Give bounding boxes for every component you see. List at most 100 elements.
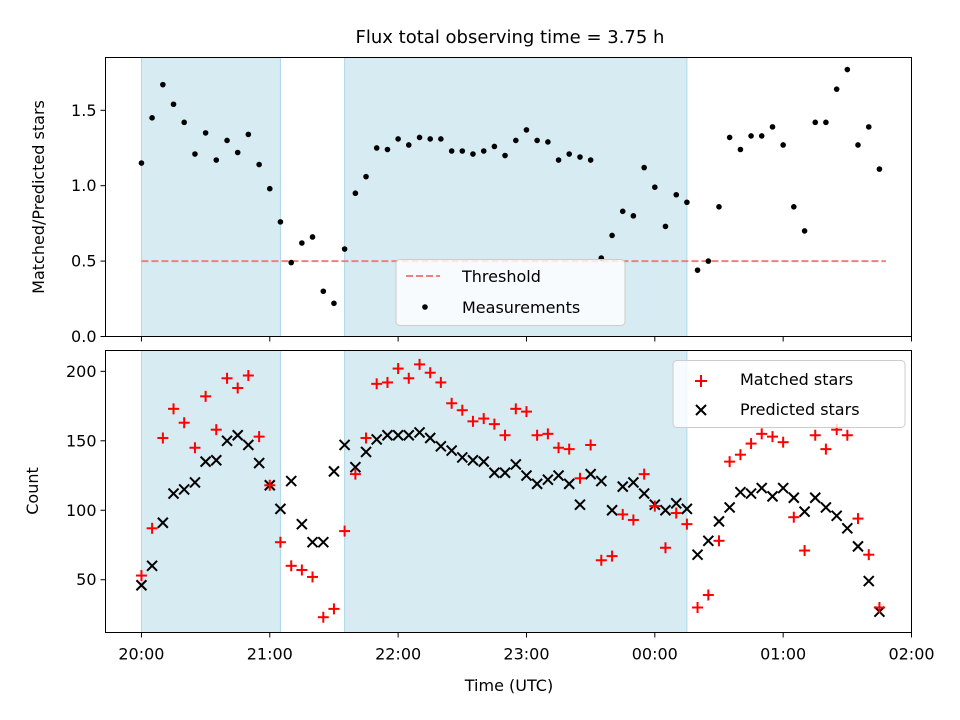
predicted-point [691, 548, 704, 561]
predicted-point [820, 501, 832, 514]
matched-point [478, 413, 490, 425]
predicted-point [552, 469, 565, 482]
x-tick-label: 02:00 [888, 645, 934, 664]
matched-point [585, 439, 597, 451]
measurement-point [801, 228, 808, 234]
bottom-x-ticks: 20:00 21:00 22:00 23:00 00:00 01:00 02:00 [118, 632, 935, 664]
measurement-point [427, 136, 434, 142]
matched-point [595, 554, 607, 566]
measurement-point [812, 119, 819, 126]
matched-point [296, 564, 308, 576]
measurement-point [662, 223, 669, 230]
legend-threshold-label: Threshold [461, 267, 541, 286]
measurement-point [245, 131, 252, 138]
matched-point [724, 456, 736, 468]
measurement-point [545, 139, 551, 145]
matched-point [617, 508, 629, 520]
ratio-panel: 0.0 0.5 1.0 1.5 Matched/Predicted stars Thr… [29, 57, 912, 346]
legend-predicted-swatch [695, 404, 707, 416]
matched-point [221, 372, 233, 384]
matched-point [371, 378, 383, 390]
matched-point [809, 429, 821, 441]
predicted-point [306, 536, 319, 548]
matched-point [627, 514, 639, 526]
predicted-point [863, 575, 875, 587]
measurement-point [213, 157, 220, 163]
matched-point [446, 397, 458, 409]
matched-point [317, 611, 329, 623]
matched-point [392, 363, 404, 375]
measurement-point [876, 166, 883, 172]
measurement-point [513, 137, 519, 144]
matched-point [681, 518, 693, 530]
measurement-point [331, 300, 337, 307]
measurement-point [865, 124, 872, 130]
legend-measurements-swatch [422, 304, 428, 310]
measurement-point [577, 154, 583, 160]
matched-point [424, 367, 436, 379]
predicted-point [178, 483, 190, 496]
predicted-point [456, 451, 469, 464]
predicted-point [638, 487, 650, 500]
measurement-point [630, 213, 637, 219]
measurement-point [566, 151, 573, 157]
y-tick-label: 200 [66, 362, 97, 381]
predicted-point [595, 475, 607, 487]
measurement-point [491, 143, 498, 150]
observing-window-span [344, 350, 688, 633]
predicted-point [274, 503, 287, 515]
matched-point [799, 545, 811, 557]
count-panel: 50 100 150 200 20:00 21:00 22:00 23:00 00:00 01:… [23, 350, 935, 695]
matched-point [403, 372, 415, 384]
matched-point [339, 525, 351, 537]
top-x-ticks [140, 336, 912, 342]
observing-window-span [140, 57, 281, 337]
predicted-point [231, 429, 244, 441]
measurement-point [673, 191, 680, 198]
measurement-point [737, 146, 744, 153]
matched-point [756, 428, 768, 440]
matched-point [863, 549, 875, 561]
matched-point [702, 589, 714, 601]
predicted-point [317, 536, 330, 548]
matched-point [146, 522, 158, 534]
measurement-point [641, 164, 647, 171]
predicted-point [809, 492, 821, 504]
matched-point [692, 601, 704, 613]
measurement-point [652, 184, 658, 190]
matched-point [520, 406, 532, 418]
matched-point [414, 358, 426, 370]
measurement-point [405, 142, 412, 148]
y-tick-label: 50 [76, 570, 96, 589]
legend-measurements-label: Measurements [462, 298, 580, 317]
matched-point [264, 479, 276, 491]
bottom-axes-frame [105, 350, 912, 633]
predicted-point [349, 461, 362, 473]
measurement-point [181, 119, 187, 126]
x-tick-label: 20:00 [118, 645, 164, 664]
predicted-point [392, 429, 404, 441]
x-tick-label: 21:00 [247, 645, 293, 664]
matched-point [456, 404, 468, 416]
matched-point [670, 507, 682, 519]
predicted-point [210, 454, 222, 466]
predicted-point [360, 446, 372, 458]
measurement-point [309, 234, 316, 240]
predicted-point [606, 504, 618, 516]
chart-title: Flux total observing time = 3.75 h [356, 27, 665, 48]
predicted-point [830, 510, 843, 522]
predicted-point [381, 429, 394, 441]
measurement-point [288, 259, 295, 266]
matched-point [553, 442, 565, 454]
legend-matched-label: Matched stars [740, 370, 853, 389]
measurement-point [277, 219, 284, 225]
measurement-point [587, 157, 594, 163]
matched-point [253, 431, 265, 443]
measurement-points [138, 66, 883, 307]
matched-point [659, 542, 671, 554]
measurement-point [299, 240, 305, 246]
measurement-point [758, 133, 765, 139]
measurement-point [523, 127, 530, 133]
matched-points [135, 358, 885, 623]
predicted-point [713, 515, 725, 528]
